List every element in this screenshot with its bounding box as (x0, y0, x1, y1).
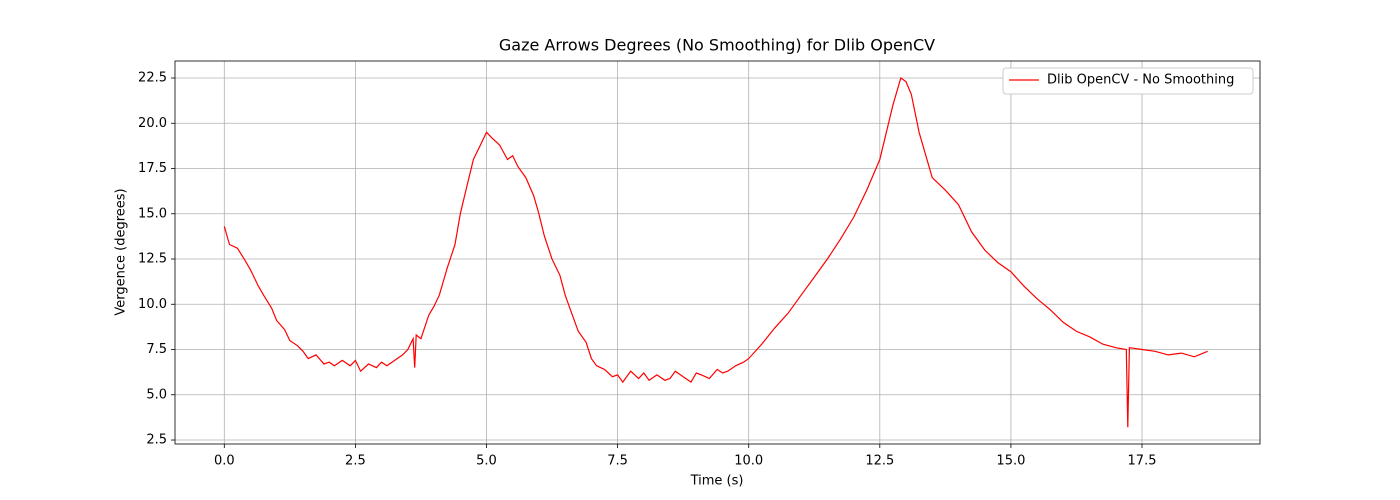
y-tick-label: 5.0 (146, 387, 167, 402)
x-tick-label: 5.0 (476, 454, 497, 469)
data-line (223, 77, 1208, 428)
x-tick-label: 7.5 (607, 454, 628, 469)
x-tick-label: 10.0 (734, 454, 763, 469)
x-tick-label: 12.5 (865, 454, 894, 469)
y-tick-label: 17.5 (138, 161, 167, 176)
y-tick-label: 15.0 (138, 206, 167, 221)
y-axis-label: Vergence (degrees) (114, 188, 129, 315)
x-tick-label: 17.5 (1128, 454, 1157, 469)
legend-label: Dlib OpenCV - No Smoothing (1047, 73, 1234, 88)
y-tick-label: 12.5 (138, 252, 167, 267)
x-axis-label: Time (s) (690, 474, 744, 489)
y-tick-label: 7.5 (146, 342, 167, 357)
x-tick-label: 15.0 (996, 454, 1025, 469)
y-tick-label: 20.0 (138, 116, 167, 131)
y-tick-label: 10.0 (138, 297, 167, 312)
legend-box (1002, 67, 1254, 95)
x-tick-label: 0.0 (214, 454, 235, 469)
x-tick-label: 2.5 (345, 454, 366, 469)
y-tick-label: 2.5 (146, 433, 167, 448)
chart-title: Gaze Arrows Degrees (No Smoothing) for D… (499, 36, 935, 55)
plot-frame (174, 60, 1261, 445)
y-tick-label: 22.5 (138, 71, 167, 86)
